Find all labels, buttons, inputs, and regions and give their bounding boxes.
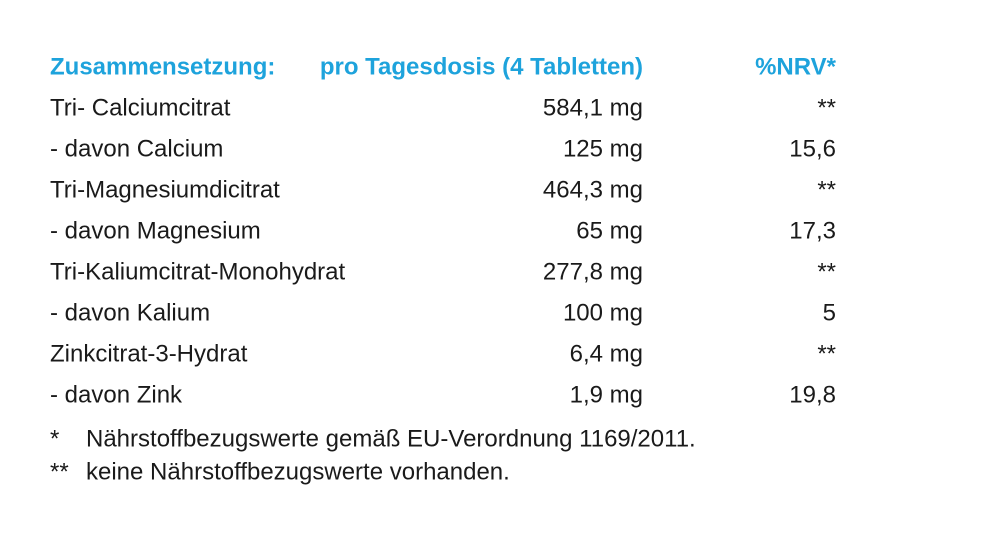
table-cell: Tri- Calciumcitrat xyxy=(50,94,231,121)
table-cell: ** xyxy=(817,258,836,285)
table-cell: 584,1 mg xyxy=(543,94,643,121)
footnote-text: Nährstoffbezugswerte gemäß EU-Verordnung… xyxy=(86,425,696,452)
table-cell: - davon Calcium xyxy=(50,135,223,162)
table-cell: - davon Kalium xyxy=(50,299,210,326)
footnote-text: keine Nährstoffbezugswerte vorhanden. xyxy=(86,458,510,485)
table-cell: 277,8 mg xyxy=(543,258,643,285)
table-cell: - davon Magnesium xyxy=(50,217,261,244)
table-cell: 65 mg xyxy=(576,217,643,244)
table-cell: 464,3 mg xyxy=(543,176,643,203)
table-cell: 15,6 xyxy=(789,135,836,162)
header-cell: pro Tagesdosis (4 Tabletten) xyxy=(320,53,643,80)
header-cell: Zusammensetzung: xyxy=(50,53,275,80)
table-cell: 19,8 xyxy=(789,381,836,408)
table-cell: 5 xyxy=(823,299,836,326)
footnote-marker: * xyxy=(50,425,59,452)
table-cell: 100 mg xyxy=(563,299,643,326)
table-cell: 1,9 mg xyxy=(570,381,643,408)
table-cell: - davon Zink xyxy=(50,381,183,408)
header-cell: %NRV* xyxy=(755,53,837,80)
table-cell: Zinkcitrat-3-Hydrat xyxy=(50,340,248,367)
table-cell: 125 mg xyxy=(563,135,643,162)
table-cell: ** xyxy=(817,340,836,367)
table-cell: Tri-Kaliumcitrat-Monohydrat xyxy=(50,258,346,285)
table-cell: 17,3 xyxy=(789,217,836,244)
table-cell: Tri-Magnesiumdicitrat xyxy=(50,176,280,203)
footnote-marker: ** xyxy=(50,458,69,485)
table-cell: ** xyxy=(817,94,836,121)
table-cell: ** xyxy=(817,176,836,203)
table-cell: 6,4 mg xyxy=(570,340,643,367)
